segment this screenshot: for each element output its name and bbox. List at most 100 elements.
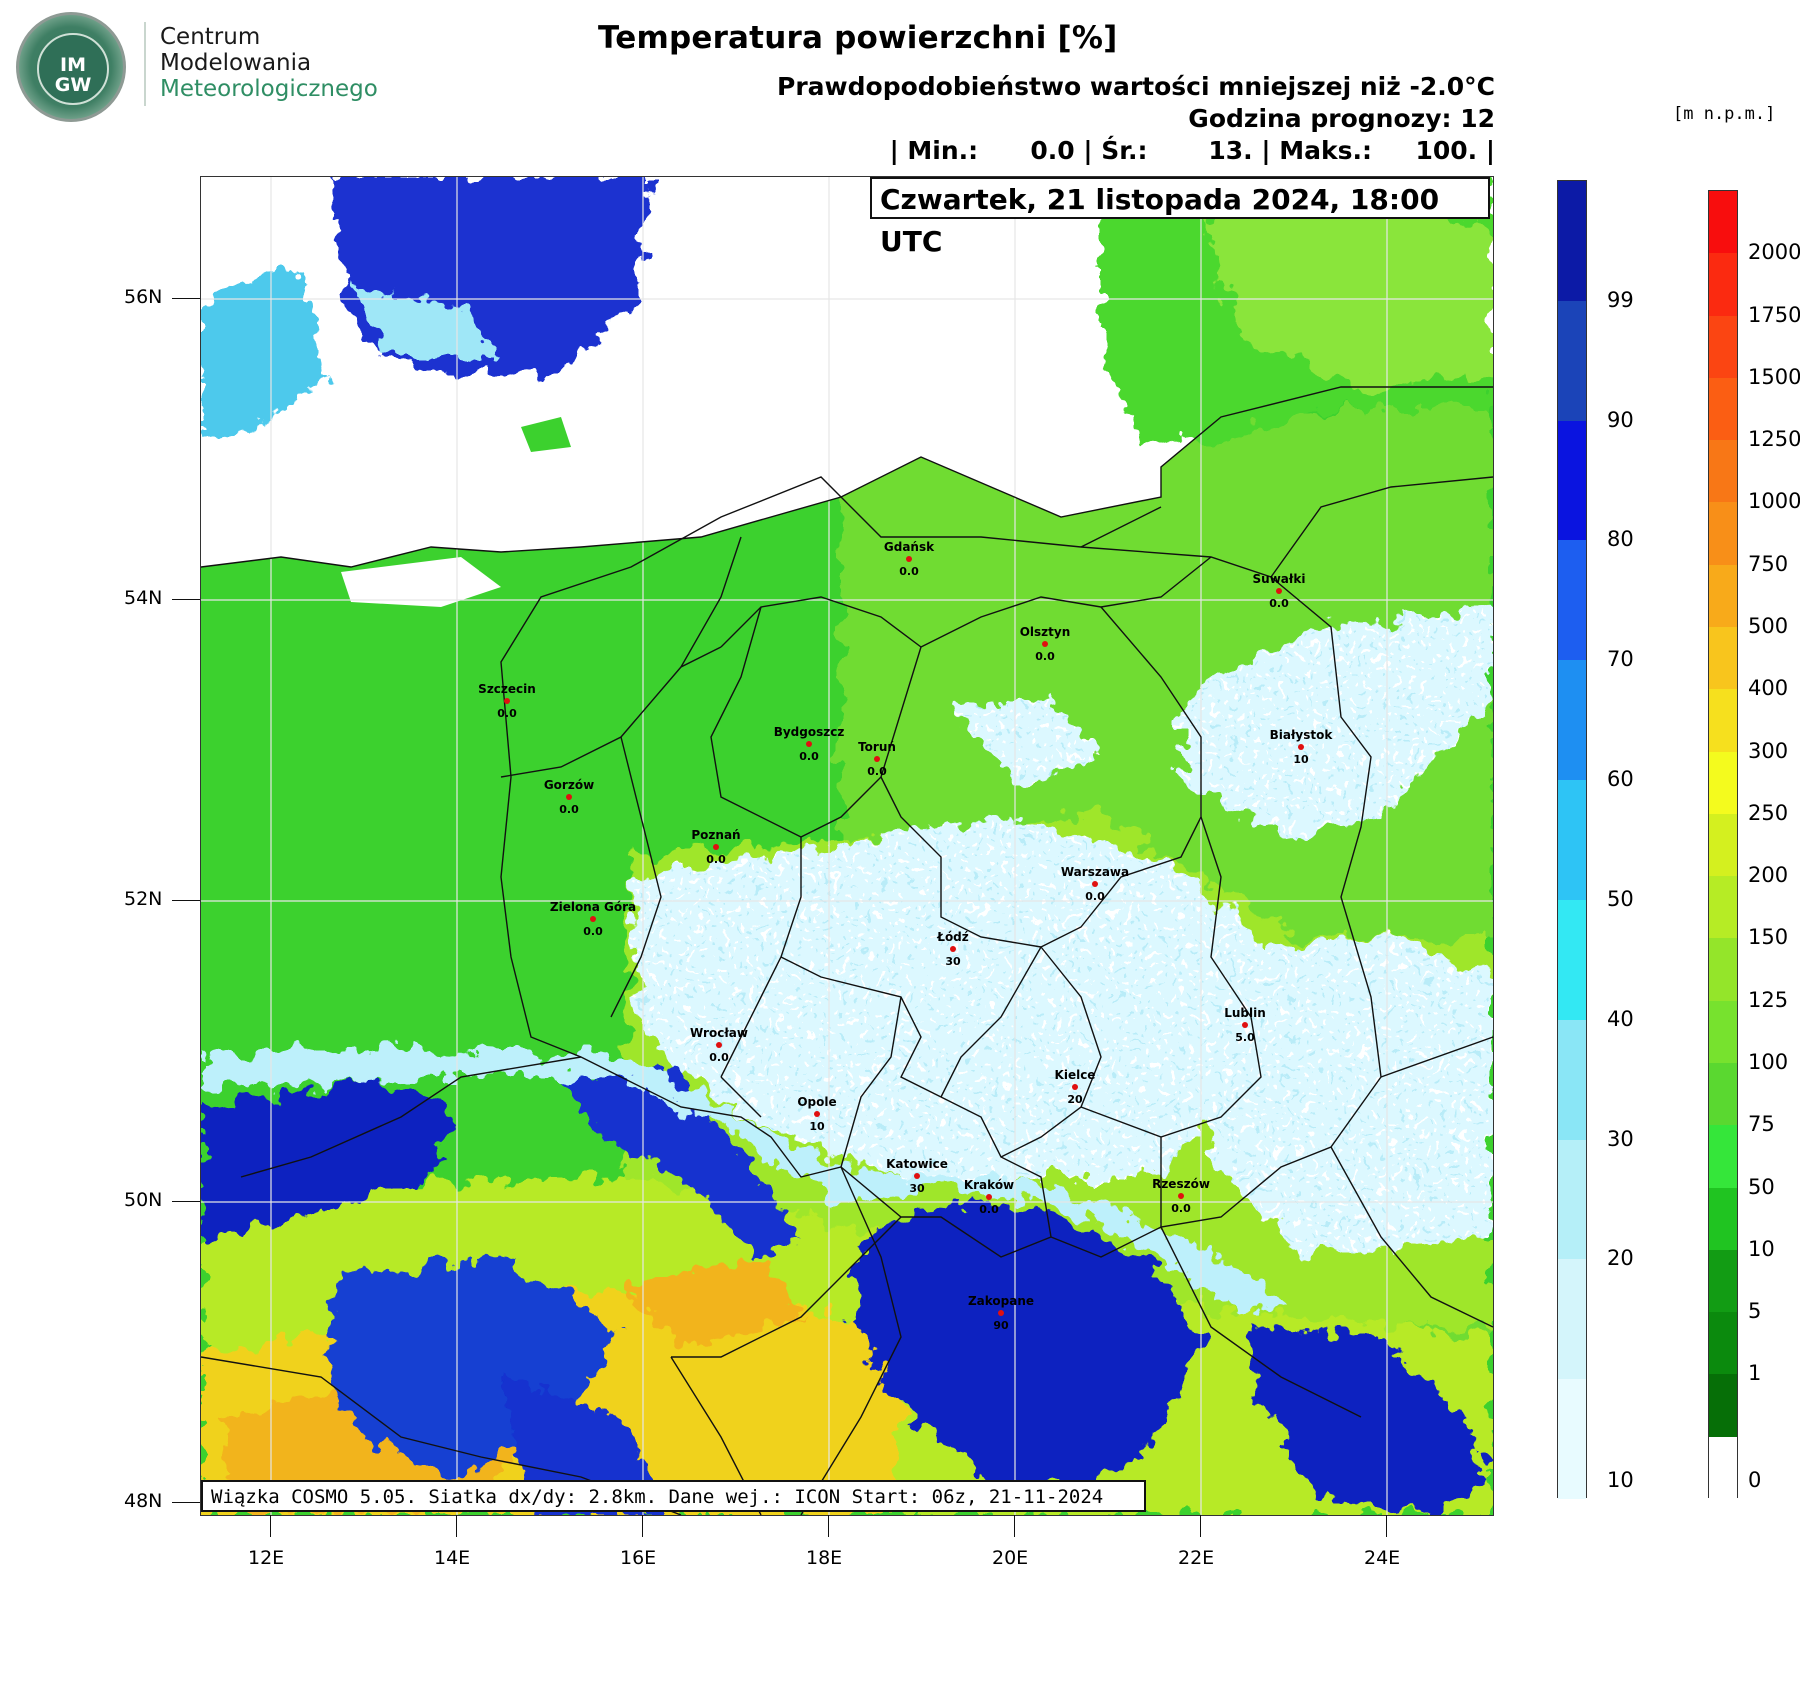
elev-color-step <box>1709 751 1737 815</box>
city-marker: Zakopane 90 <box>968 1294 1034 1332</box>
elev-scale-label: 10 <box>1748 1236 1775 1261</box>
elev-scale-label: 150 <box>1748 925 1789 950</box>
elev-scale-label: 300 <box>1748 738 1789 763</box>
lon-tick-mark <box>1386 1515 1387 1537</box>
elev-color-step <box>1709 315 1737 379</box>
prob-scale-label: 90 <box>1607 407 1634 432</box>
city-value: 0.0 <box>1171 1202 1191 1215</box>
lon-tick-label: 22E <box>1178 1547 1215 1569</box>
elev-color-step <box>1709 1436 1737 1500</box>
prob-color-step <box>1558 420 1586 541</box>
lon-tick-mark <box>1014 1515 1015 1537</box>
city-marker: Toruń 0.0 <box>858 740 896 778</box>
city-marker: Suwałki 0.0 <box>1253 572 1306 610</box>
elev-scale-label: 400 <box>1748 676 1789 701</box>
city-value: 0.0 <box>867 765 887 778</box>
prob-zone-lublin <box>1201 937 1493 1257</box>
city-dot <box>906 556 912 562</box>
bornholm <box>521 417 571 452</box>
city-marker: Gdańsk 0.0 <box>884 540 935 578</box>
city-name: Lublin <box>1224 1006 1266 1020</box>
prob-scale-label: 60 <box>1607 767 1634 792</box>
lat-tick-mark <box>172 1201 200 1202</box>
prob-scale-label: 30 <box>1607 1126 1634 1151</box>
city-dot <box>986 1194 992 1200</box>
city-marker: Rzeszów 0.0 <box>1152 1177 1210 1215</box>
city-value: 0.0 <box>799 750 819 763</box>
city-dot <box>814 1111 820 1117</box>
lat-tick-label: 56N <box>124 286 163 308</box>
city-dot <box>914 1173 920 1179</box>
probability-colorbar <box>1557 180 1587 1500</box>
city-dot <box>1042 641 1048 647</box>
city-marker: Olsztyn 0.0 <box>1020 625 1071 663</box>
city-value: 90 <box>993 1319 1009 1332</box>
elev-scale-label: 250 <box>1748 800 1789 825</box>
city-value: 0.0 <box>559 803 579 816</box>
city-dot <box>1298 744 1304 750</box>
city-name: Gdańsk <box>884 540 935 554</box>
city-value: 5.0 <box>1235 1031 1255 1044</box>
prob-scale-label: 70 <box>1607 647 1634 672</box>
city-marker: Szczecin 0.0 <box>478 682 536 720</box>
elevation-colorbar <box>1708 190 1738 1500</box>
lon-tick-label: 14E <box>434 1547 471 1569</box>
city-marker: Lublin 5.0 <box>1224 1006 1266 1044</box>
city-marker: Łódź 30 <box>936 930 969 968</box>
city-dot <box>998 1310 1004 1316</box>
elev-scale-label: 1 <box>1748 1361 1762 1386</box>
elev-color-step <box>1709 938 1737 1002</box>
elev-scale-label: 1000 <box>1748 489 1800 514</box>
city-dot <box>1178 1193 1184 1199</box>
elev-scale-label: 2000 <box>1748 240 1800 265</box>
lat-tick-mark <box>172 1502 200 1503</box>
elev-color-step <box>1709 1249 1737 1313</box>
city-value: 0.0 <box>706 853 726 866</box>
prob-high-sudety <box>561 1067 801 1257</box>
city-dot <box>1276 588 1282 594</box>
city-name: Warszawa <box>1061 865 1129 879</box>
lat-tick-label: 54N <box>124 587 163 609</box>
prob-color-step <box>1558 780 1586 901</box>
elev-scale-label: 100 <box>1748 1050 1789 1074</box>
admin-borders <box>201 386 1493 1515</box>
city-dot <box>566 794 572 800</box>
prob-scale-label: 80 <box>1607 527 1634 552</box>
elev-color-step <box>1709 689 1737 753</box>
lon-tick-mark <box>456 1515 457 1537</box>
prob-color-step <box>1558 181 1586 302</box>
city-value: 0.0 <box>1269 597 1289 610</box>
map-title: Temperatura powierzchni [%] <box>598 20 1118 56</box>
elev-color-step <box>1709 502 1737 566</box>
elev-scale-label: 1750 <box>1748 302 1800 327</box>
mountains-orange-2 <box>621 1257 801 1347</box>
elev-color-step <box>1709 253 1737 317</box>
elev-scale-label: 500 <box>1748 614 1789 638</box>
elevation-unit-label: [m n.p.m.] <box>1673 104 1776 124</box>
city-marker: Zielona Góra 0.0 <box>550 900 636 938</box>
date-label: Czwartek, 21 listopada 2024, 18:00 UTC <box>870 177 1490 258</box>
prob-color-step <box>1558 899 1586 1021</box>
elev-color-step <box>1709 191 1737 254</box>
map-subtitle: Prawdopodobieństwo wartości mniejszej ni… <box>777 72 1495 101</box>
prob-color-step <box>1558 1019 1586 1141</box>
elev-color-step <box>1709 1125 1737 1189</box>
lon-tick-mark <box>270 1515 271 1537</box>
lat-tick-mark <box>172 599 200 600</box>
city-name: Wrocław <box>690 1026 748 1040</box>
elev-scale-label: 5 <box>1748 1299 1762 1324</box>
lat-tick-label: 50N <box>124 1189 163 1211</box>
city-dot <box>716 1042 722 1048</box>
city-value: 0.0 <box>709 1051 729 1064</box>
city-name: Zielona Góra <box>550 900 636 914</box>
lon-tick-label: 20E <box>992 1547 1029 1569</box>
prob-high-carpathians-east <box>1251 1327 1493 1515</box>
city-name: Bydgoszcz <box>774 725 845 739</box>
imgw-logo: IM GW Centrum Modelowania Meteorologiczne… <box>10 8 385 122</box>
prob-zone-east <box>1181 607 1493 837</box>
city-name: Suwałki <box>1253 572 1306 586</box>
elev-scale-label: 75 <box>1748 1112 1775 1137</box>
city-name: Poznań <box>691 828 740 842</box>
lon-tick-mark <box>1200 1515 1201 1537</box>
elev-color-step <box>1709 440 1737 503</box>
